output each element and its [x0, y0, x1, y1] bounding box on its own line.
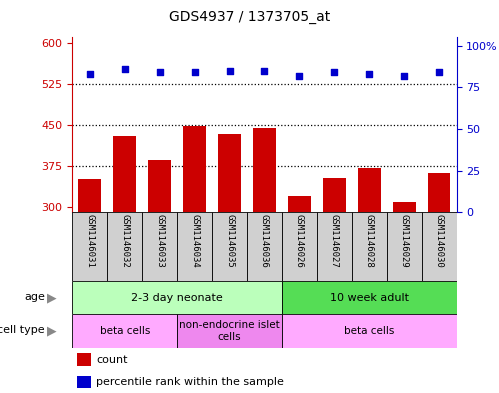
Bar: [282, 212, 317, 281]
Bar: [218, 134, 241, 212]
Bar: [317, 212, 352, 281]
Bar: [282, 314, 457, 348]
Text: GDS4937 / 1373705_at: GDS4937 / 1373705_at: [169, 10, 330, 24]
Text: GSM1146028: GSM1146028: [365, 214, 374, 268]
Bar: [323, 178, 346, 212]
Bar: [78, 180, 101, 212]
Bar: [212, 212, 247, 281]
Text: non-endocrine islet
cells: non-endocrine islet cells: [179, 320, 280, 342]
Text: beta cells: beta cells: [344, 326, 394, 336]
Point: [226, 68, 234, 74]
Text: GSM1146027: GSM1146027: [330, 214, 339, 268]
Point: [121, 66, 129, 72]
Bar: [72, 212, 107, 281]
Text: percentile rank within the sample: percentile rank within the sample: [96, 377, 284, 387]
Text: age: age: [24, 292, 45, 302]
Bar: [177, 314, 282, 348]
Text: GSM1146029: GSM1146029: [400, 214, 409, 268]
Point: [400, 72, 408, 79]
Text: GSM1146031: GSM1146031: [85, 214, 94, 268]
Text: cell type: cell type: [0, 325, 45, 336]
Bar: [72, 281, 282, 314]
Point: [295, 72, 303, 79]
Bar: [247, 212, 282, 281]
Point: [191, 69, 199, 75]
Text: GSM1146036: GSM1146036: [260, 214, 269, 268]
Bar: [428, 173, 451, 212]
Text: GSM1146030: GSM1146030: [435, 214, 444, 268]
Bar: [107, 212, 142, 281]
Text: 10 week adult: 10 week adult: [330, 293, 409, 303]
Text: beta cells: beta cells: [100, 326, 150, 336]
Point: [330, 69, 338, 75]
Text: GSM1146026: GSM1146026: [295, 214, 304, 268]
Text: GSM1146035: GSM1146035: [225, 214, 234, 268]
Bar: [113, 136, 136, 212]
Point: [435, 69, 443, 75]
Bar: [142, 212, 177, 281]
Text: ▶: ▶: [47, 325, 57, 338]
Bar: [422, 212, 457, 281]
Bar: [358, 169, 381, 212]
Bar: [352, 212, 387, 281]
Text: GSM1146034: GSM1146034: [190, 214, 199, 268]
Bar: [177, 212, 212, 281]
Bar: [393, 202, 416, 212]
Point: [260, 68, 268, 74]
Text: ▶: ▶: [47, 291, 57, 304]
Bar: [77, 376, 91, 388]
Bar: [253, 127, 276, 212]
Text: GSM1146032: GSM1146032: [120, 214, 129, 268]
Point: [86, 71, 94, 77]
Point: [156, 69, 164, 75]
Bar: [183, 127, 206, 212]
Point: [365, 71, 373, 77]
Bar: [148, 160, 171, 212]
Bar: [77, 353, 91, 366]
Text: GSM1146033: GSM1146033: [155, 214, 164, 268]
Bar: [387, 212, 422, 281]
Text: 2-3 day neonate: 2-3 day neonate: [131, 293, 223, 303]
Bar: [288, 196, 311, 212]
Text: count: count: [96, 354, 128, 365]
Bar: [282, 281, 457, 314]
Bar: [72, 314, 177, 348]
